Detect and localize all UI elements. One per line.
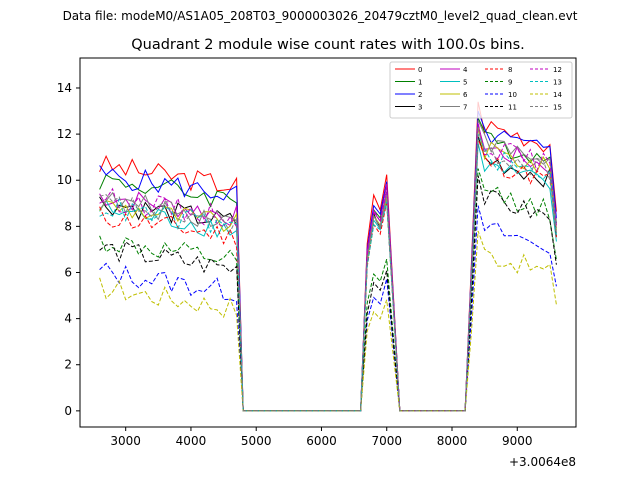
legend-label-5: 5 xyxy=(463,79,467,87)
x-tick-label: 6000 xyxy=(306,434,337,448)
legend-label-3: 3 xyxy=(418,104,422,112)
y-tick-label: 10 xyxy=(57,173,72,187)
y-tick-label: 2 xyxy=(64,358,72,372)
legend-label-12: 12 xyxy=(553,66,562,74)
series-line-10 xyxy=(99,205,557,412)
y-tick-label: 6 xyxy=(64,265,72,279)
y-tick-label: 8 xyxy=(64,219,72,233)
y-tick-label: 4 xyxy=(64,312,72,326)
legend-label-8: 8 xyxy=(508,66,512,74)
legend-label-6: 6 xyxy=(463,91,468,99)
x-axis: 3000 4000 5000 6000 7000 8000 9000 xyxy=(110,427,533,448)
x-tick-label: 9000 xyxy=(502,434,533,448)
legend-label-2: 2 xyxy=(418,91,422,99)
plot-area-frame xyxy=(79,57,577,428)
series-line-15 xyxy=(99,129,557,412)
x-tick-label: 7000 xyxy=(371,434,402,448)
legend-label-0: 0 xyxy=(418,66,422,74)
x-tick-label: 4000 xyxy=(176,434,207,448)
legend-box xyxy=(389,61,573,119)
legend-label-14: 14 xyxy=(553,91,562,99)
x-tick-label: 3000 xyxy=(110,434,141,448)
legend-label-15: 15 xyxy=(553,104,562,112)
legend-label-1: 1 xyxy=(418,79,422,87)
legend-label-7: 7 xyxy=(463,104,467,112)
y-tick-label: 14 xyxy=(57,81,72,95)
legend-label-9: 9 xyxy=(508,79,512,87)
x-tick-label: 8000 xyxy=(437,434,468,448)
x-tick-label: 5000 xyxy=(241,434,272,448)
legend-label-10: 10 xyxy=(508,91,517,99)
series-line-13 xyxy=(99,133,557,412)
y-axis: 0 2 4 6 8 10 12 14 xyxy=(57,81,80,418)
chart-suptitle: Data file: modeM0/AS1A05_208T03_90000030… xyxy=(63,9,578,23)
y-tick-label: 12 xyxy=(57,127,72,141)
plot-series-layer xyxy=(99,101,557,412)
chart-title: Quadrant 2 module wise count rates with … xyxy=(131,37,525,53)
legend-label-11: 11 xyxy=(508,104,517,112)
legend-label-13: 13 xyxy=(553,79,562,87)
x-axis-offset-label: +3.0064e8 xyxy=(509,455,576,469)
legend-label-4: 4 xyxy=(463,66,468,74)
y-tick-label: 0 xyxy=(64,404,72,418)
